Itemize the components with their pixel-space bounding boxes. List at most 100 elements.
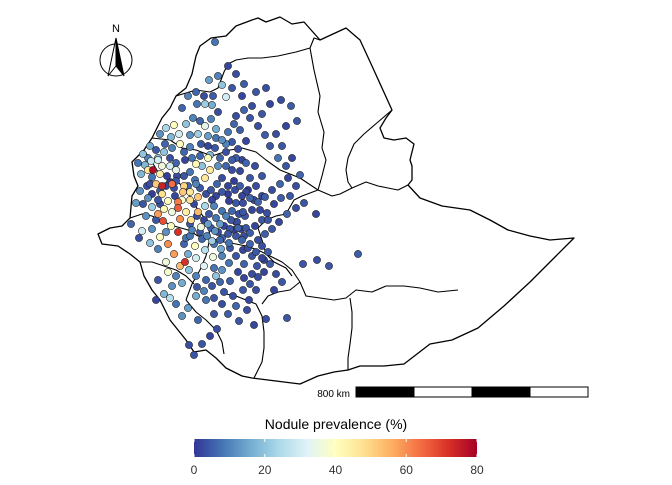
survey-point: [277, 194, 285, 202]
survey-point: [260, 268, 268, 276]
survey-point: [211, 227, 219, 235]
survey-point: [210, 202, 218, 210]
survey-point: [164, 268, 172, 276]
region-line: [140, 261, 195, 285]
survey-point: [136, 187, 144, 195]
survey-point: [274, 154, 282, 162]
survey-point: [293, 117, 301, 125]
survey-point: [268, 225, 276, 233]
survey-point: [178, 279, 186, 287]
survey-point: [166, 154, 174, 162]
survey-point: [246, 114, 254, 122]
survey-point: [207, 186, 215, 194]
survey-point: [261, 193, 269, 201]
survey-point: [292, 204, 300, 212]
survey-point: [147, 157, 155, 165]
region-line: [185, 299, 225, 355]
survey-point: [254, 236, 262, 244]
survey-point: [163, 172, 171, 180]
survey-point: [246, 194, 254, 202]
survey-point: [156, 170, 164, 178]
legend-colorbar: [194, 439, 477, 457]
survey-point: [283, 210, 291, 218]
survey-point: [226, 277, 234, 285]
survey-point: [282, 122, 290, 130]
survey-point: [146, 142, 154, 150]
survey-point: [187, 216, 195, 224]
survey-point: [299, 260, 307, 268]
survey-point: [181, 156, 189, 164]
survey-point: [158, 182, 166, 190]
survey-point: [192, 272, 200, 280]
survey-point: [154, 210, 162, 218]
survey-point: [127, 220, 135, 228]
survey-point: [208, 282, 216, 290]
survey-point: [172, 300, 180, 308]
survey-point: [207, 115, 215, 123]
survey-point: [192, 88, 200, 96]
survey-point: [158, 162, 166, 170]
region-line: [261, 281, 301, 305]
survey-point: [178, 312, 186, 320]
survey-point: [234, 224, 242, 232]
region-line: [345, 109, 393, 189]
survey-point: [277, 96, 285, 104]
survey-point: [206, 332, 214, 340]
survey-point: [164, 240, 172, 248]
survey-point: [250, 321, 258, 329]
survey-point: [246, 229, 254, 237]
survey-point: [197, 140, 205, 148]
scale-bar-segment-4: [529, 386, 589, 398]
survey-point: [148, 173, 156, 181]
survey-point: [185, 266, 193, 274]
legend-tick-label: 60: [400, 463, 414, 477]
survey-point: [243, 306, 251, 314]
survey-point: [230, 177, 238, 185]
survey-point: [254, 273, 262, 281]
survey-point: [214, 108, 222, 116]
survey-point: [288, 154, 296, 162]
legend-tick-label: 20: [258, 463, 272, 477]
survey-point: [225, 239, 233, 247]
survey-point: [211, 38, 219, 46]
legend-tick-label: 80: [470, 463, 484, 477]
survey-point: [236, 126, 244, 134]
survey-point: [252, 88, 260, 96]
survey-point: [242, 159, 250, 167]
survey-point: [222, 148, 230, 156]
survey-point: [238, 236, 246, 244]
survey-point: [139, 150, 147, 158]
survey-point: [196, 117, 204, 125]
survey-point: [217, 245, 225, 253]
survey-point: [224, 182, 232, 190]
survey-point: [154, 156, 162, 164]
survey-point: [168, 180, 176, 188]
survey-point: [196, 152, 204, 160]
survey-point: [232, 112, 240, 120]
survey-point: [216, 220, 224, 228]
survey-point: [211, 144, 219, 152]
legend: Nodule prevalence (%) 0 20 40 60 80: [191, 416, 484, 477]
survey-point: [210, 264, 218, 272]
survey-point: [234, 145, 242, 153]
survey-point: [228, 207, 236, 215]
survey-point: [142, 212, 150, 220]
scale-bar-segment-3: [471, 386, 531, 398]
survey-point: [287, 102, 295, 110]
survey-point: [135, 234, 143, 242]
survey-point: [246, 240, 254, 248]
survey-point: [186, 143, 194, 151]
survey-point: [284, 174, 292, 182]
survey-point: [179, 188, 187, 196]
survey-point: [268, 186, 276, 194]
survey-point: [202, 276, 210, 284]
survey-point: [296, 171, 304, 179]
survey-point: [245, 296, 253, 304]
region-line: [317, 181, 409, 197]
survey-point: [186, 188, 194, 196]
survey-point: [139, 200, 147, 208]
scale-bar-label: 800 km: [317, 389, 350, 400]
survey-point: [148, 203, 156, 211]
